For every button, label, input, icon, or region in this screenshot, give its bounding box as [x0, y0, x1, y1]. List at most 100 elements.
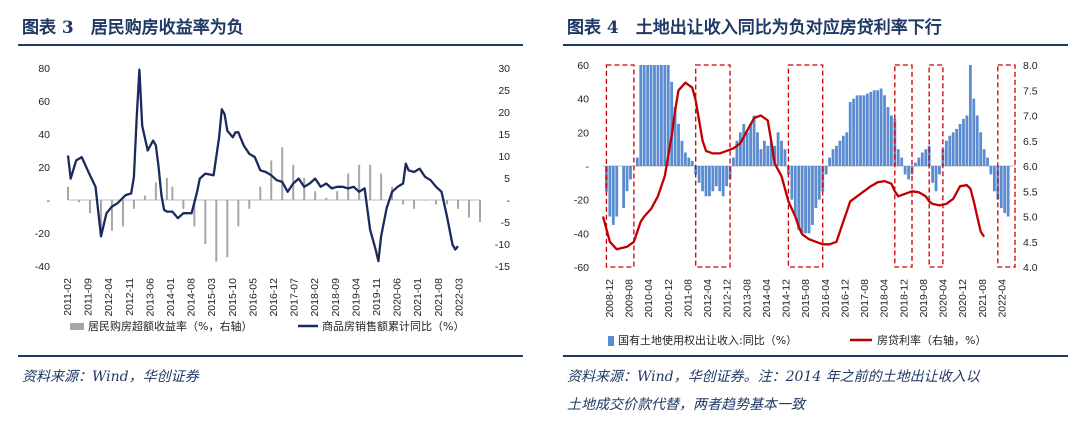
land-revenue-yoy-bar [615, 166, 619, 217]
land-revenue-yoy-bar [948, 135, 952, 166]
x-tick-label: 2010-04 [643, 279, 655, 318]
land-revenue-yoy-bar [711, 166, 715, 192]
x-tick-label: 2014-01 [165, 278, 177, 317]
land-revenue-yoy-bar [649, 65, 653, 166]
land-revenue-yoy-bar [879, 88, 883, 166]
right-source-rule [563, 355, 1068, 357]
x-tick-label: 2010-12 [663, 279, 675, 318]
x-tick-label: 2018-04 [879, 279, 891, 318]
x-tick-label: 2014-04 [761, 279, 773, 318]
land-revenue-yoy-bar [708, 166, 711, 197]
legend-label-sales-yoy: 商品房销售额累计同比（%） [322, 319, 464, 333]
y-right-tick-label: -10 [495, 239, 510, 251]
legend-swatch-land-revenue [608, 336, 614, 346]
highlight-window-frame [997, 64, 1016, 268]
land-revenue-yoy-bar [759, 149, 763, 166]
land-revenue-yoy-bar [807, 166, 811, 234]
excess-return-bar [413, 200, 416, 209]
land-revenue-yoy-bar [735, 140, 739, 166]
excess-return-bar [143, 195, 146, 200]
land-revenue-yoy-bar [876, 90, 880, 166]
excess-return-bar [424, 200, 427, 201]
land-revenue-yoy-bar [718, 166, 722, 192]
excess-return-bar [204, 200, 207, 244]
sales-yoy-line [66, 68, 459, 263]
x-tick-label: 2018-12 [898, 279, 910, 318]
x-tick-label: 2012-04 [103, 278, 115, 317]
land-revenue-yoy-bar [944, 140, 948, 166]
y-left-tick-label: 60 [577, 60, 589, 72]
land-revenue-yoy-bar [845, 132, 849, 166]
land-revenue-yoy-bar [979, 132, 983, 166]
excess-return-bar [369, 164, 372, 200]
right-chart-panel: 图表 4 土地出让收入同比为负对应房贷利率下行 60 40 20 - -20 -40 -60… [545, 0, 1080, 429]
land-revenue-yoy-bar [673, 107, 677, 166]
land-revenue-yoy-bar [670, 81, 674, 166]
y-right-tick-label: -15 [495, 261, 510, 273]
x-tick-label: 2021-08 [433, 278, 445, 317]
land-revenue-yoy-bar [968, 65, 972, 166]
y-left-tick-label: 20 [38, 162, 50, 174]
land-revenue-yoy-bar [951, 132, 955, 166]
land-revenue-yoy-bar [608, 166, 612, 217]
land-revenue-yoy-bar [914, 162, 917, 166]
excess-return-bar [88, 200, 91, 214]
x-tick-label: 2022-03 [453, 278, 465, 317]
land-revenue-yoy-bar [790, 166, 794, 200]
land-revenue-yoy-bar [639, 65, 643, 166]
land-revenue-yoy-bar [859, 95, 862, 166]
land-revenue-yoy-bar [993, 166, 996, 192]
legend-label-mortgage-rate: 房贷利率（右轴，%） [877, 333, 986, 347]
y-left-tick-label: - [47, 195, 51, 207]
right-chart: 60 40 20 - -20 -40 -60 8.0 7.5 7.0 6.5 6.0 5.5 5.0 4.5… [574, 60, 1038, 347]
x-tick-label: 2014-12 [781, 279, 793, 318]
y-right-tick-label: 6.5 [1023, 136, 1038, 148]
land-revenue-yoy-bar [999, 166, 1003, 209]
x-tick-label: 2016-12 [268, 278, 280, 317]
excess-return-bar [347, 173, 350, 200]
y-right-tick-label: 20 [498, 107, 510, 119]
y-right-tick-label: 30 [498, 63, 510, 75]
land-revenue-yoy-bar [872, 90, 876, 166]
land-revenue-yoy-bar [835, 145, 838, 166]
land-revenue-yoy-bar [714, 166, 718, 187]
land-revenue-yoy-bar [742, 123, 746, 166]
land-revenue-yoy-bar [732, 157, 735, 166]
excess-return-bar [248, 200, 251, 209]
excess-return-bar [132, 200, 135, 209]
land-revenue-yoy-bar [728, 166, 732, 180]
y-left-tick-label: 40 [38, 129, 50, 141]
land-revenue-yoy-bar [852, 98, 856, 166]
land-revenue-yoy-bar [687, 157, 691, 166]
land-revenue-yoy-bar [677, 123, 680, 166]
land-revenue-yoy-bar [756, 132, 759, 166]
land-revenue-yoy-bar [817, 166, 821, 200]
land-revenue-yoy-bar [629, 166, 632, 180]
land-revenue-yoy-bar [697, 166, 701, 183]
y-right-tick-label: 4.0 [1023, 262, 1038, 274]
land-revenue-yoy-bar [622, 166, 625, 209]
y-left-tick-label: -20 [35, 228, 50, 240]
land-revenue-yoy-bar [749, 123, 753, 166]
excess-return-bar [446, 200, 449, 205]
x-tick-label: 2020-12 [957, 279, 969, 318]
y-left-tick-label: -20 [574, 195, 589, 207]
left-source-rule [18, 355, 523, 357]
land-revenue-yoy-bar [848, 102, 852, 166]
right-title-rule [563, 44, 1068, 46]
land-revenue-yoy-bar [917, 157, 921, 166]
excess-return-bar [281, 147, 284, 200]
land-revenue-yoy-bar [924, 149, 928, 166]
x-tick-label: 2019-08 [918, 279, 930, 318]
right-chart-title: 图表 4 土地出让收入同比为负对应房贷利率下行 [567, 18, 942, 38]
land-revenue-yoy-bar [635, 157, 639, 166]
x-tick-label: 2021-08 [977, 279, 989, 318]
highlight-window-frame [695, 64, 731, 268]
land-revenue-yoy-bar [1006, 166, 1010, 217]
land-revenue-yoy-bar [745, 132, 749, 166]
excess-return-bar [193, 200, 196, 227]
excess-return-bar [303, 178, 306, 200]
left-title-rule [18, 44, 523, 46]
x-tick-label: 2018-09 [330, 278, 342, 317]
land-revenue-yoy-bar [865, 93, 869, 166]
